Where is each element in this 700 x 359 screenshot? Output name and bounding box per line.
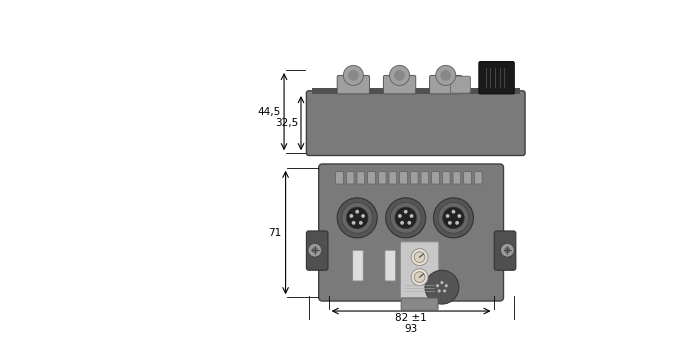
FancyBboxPatch shape [450, 76, 470, 93]
FancyBboxPatch shape [430, 75, 462, 94]
Circle shape [440, 70, 451, 81]
FancyBboxPatch shape [318, 164, 503, 301]
Circle shape [414, 272, 425, 283]
FancyBboxPatch shape [378, 172, 386, 184]
Circle shape [411, 269, 428, 286]
Text: 44,5: 44,5 [258, 107, 281, 117]
Circle shape [348, 70, 358, 81]
FancyBboxPatch shape [400, 242, 439, 300]
Bar [312, 88, 519, 94]
Circle shape [436, 284, 439, 287]
Circle shape [351, 221, 356, 225]
FancyBboxPatch shape [442, 172, 450, 184]
Text: 71: 71 [269, 228, 281, 238]
FancyBboxPatch shape [389, 172, 397, 184]
Circle shape [504, 247, 510, 253]
Text: 93: 93 [405, 324, 418, 334]
FancyBboxPatch shape [368, 172, 375, 184]
FancyBboxPatch shape [353, 250, 363, 281]
FancyBboxPatch shape [479, 61, 514, 94]
FancyBboxPatch shape [346, 172, 354, 184]
Circle shape [400, 221, 404, 225]
Circle shape [444, 284, 448, 287]
FancyBboxPatch shape [494, 231, 516, 270]
Circle shape [440, 281, 444, 284]
Circle shape [386, 198, 426, 238]
Circle shape [457, 214, 461, 218]
Text: 82 ±1: 82 ±1 [395, 313, 427, 323]
Circle shape [435, 65, 456, 85]
Circle shape [455, 221, 459, 225]
Circle shape [414, 252, 425, 262]
Circle shape [337, 198, 377, 238]
Circle shape [433, 198, 473, 238]
Circle shape [425, 270, 459, 304]
FancyBboxPatch shape [337, 75, 370, 94]
Circle shape [361, 214, 365, 218]
Circle shape [411, 249, 428, 266]
Circle shape [438, 289, 441, 293]
Circle shape [438, 202, 469, 233]
FancyBboxPatch shape [307, 91, 525, 155]
Circle shape [344, 65, 363, 85]
Circle shape [391, 202, 421, 233]
Circle shape [349, 214, 354, 218]
Circle shape [356, 210, 359, 214]
Circle shape [346, 207, 368, 229]
FancyBboxPatch shape [421, 172, 428, 184]
Circle shape [452, 210, 456, 214]
Circle shape [433, 279, 450, 296]
Text: 32,5: 32,5 [274, 118, 298, 128]
Circle shape [308, 243, 322, 257]
FancyBboxPatch shape [453, 172, 461, 184]
FancyBboxPatch shape [385, 250, 396, 281]
Circle shape [404, 210, 407, 214]
FancyBboxPatch shape [410, 172, 418, 184]
Circle shape [389, 65, 410, 85]
FancyBboxPatch shape [475, 172, 482, 184]
Circle shape [442, 207, 464, 229]
Circle shape [395, 207, 416, 229]
FancyBboxPatch shape [400, 172, 407, 184]
FancyBboxPatch shape [336, 172, 344, 184]
Circle shape [446, 214, 449, 218]
Circle shape [312, 247, 318, 253]
FancyBboxPatch shape [432, 172, 440, 184]
Circle shape [410, 214, 414, 218]
Circle shape [443, 289, 446, 293]
FancyBboxPatch shape [384, 75, 416, 94]
Circle shape [407, 221, 412, 225]
Circle shape [398, 214, 402, 218]
FancyBboxPatch shape [463, 172, 471, 184]
Circle shape [342, 202, 372, 233]
Circle shape [394, 70, 405, 81]
Circle shape [500, 243, 514, 257]
Circle shape [359, 221, 363, 225]
Circle shape [430, 275, 454, 299]
FancyBboxPatch shape [357, 172, 365, 184]
FancyBboxPatch shape [401, 298, 438, 310]
Circle shape [448, 221, 452, 225]
FancyBboxPatch shape [307, 231, 328, 270]
